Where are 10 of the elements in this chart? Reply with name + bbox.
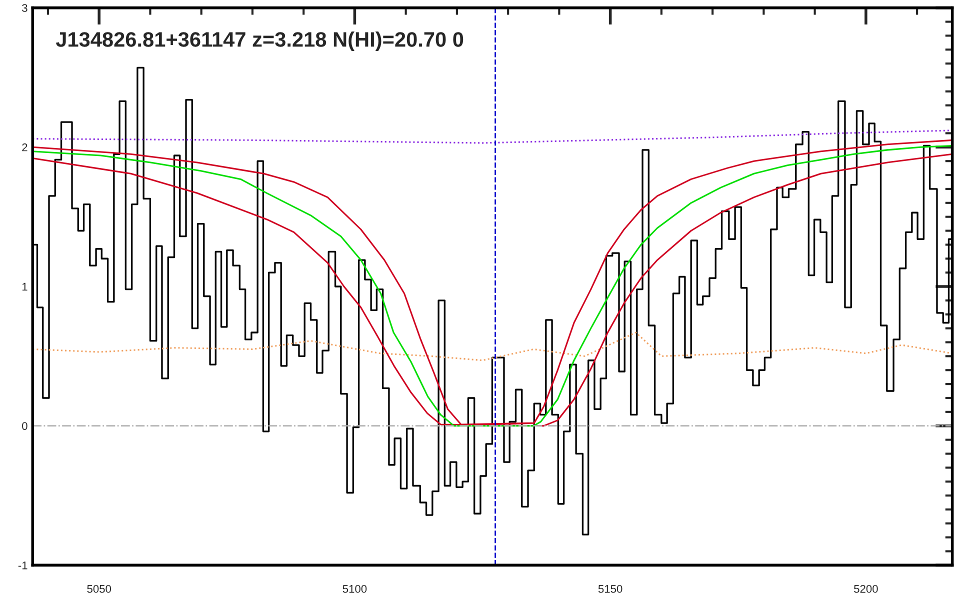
y-tick-label: 2 xyxy=(22,143,28,152)
y-tick-label: -1 xyxy=(18,562,28,570)
y-tick-label: 3 xyxy=(22,4,28,12)
y-tick-label: 1 xyxy=(22,282,28,291)
text: J134826.81+361147 z=3.218 N(HI)=20.70 0 xyxy=(56,32,464,51)
x-tick-label: 5150 xyxy=(598,584,622,593)
x-tick-label: 5200 xyxy=(854,584,878,593)
x-tick-label: 5100 xyxy=(342,584,367,593)
y-tick-label: 0 xyxy=(22,422,28,430)
x-tick-label: 5050 xyxy=(87,584,112,593)
